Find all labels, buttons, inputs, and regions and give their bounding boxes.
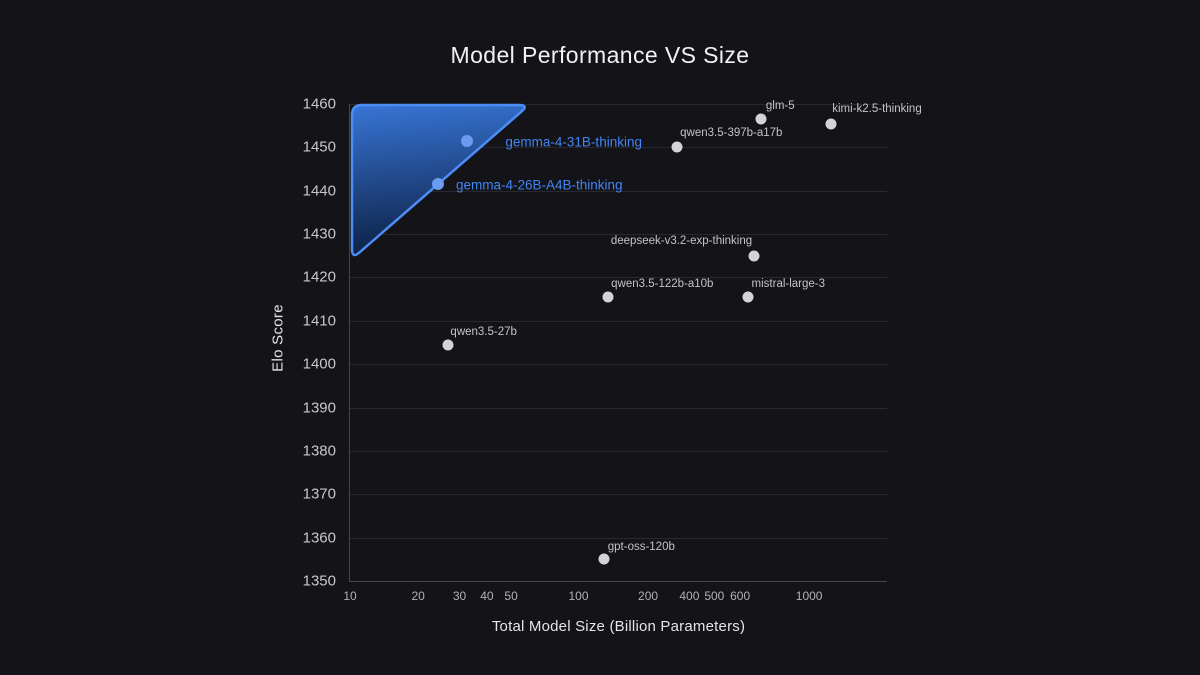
data-point-label-gemma-4-31b-thinking: gemma-4-31B-thinking xyxy=(505,134,642,150)
y-tick-1440: 1440 xyxy=(302,182,336,200)
x-axis-line xyxy=(350,581,887,582)
gridline-1370 xyxy=(350,494,887,496)
data-point-label-mistral-large-3: mistral-large-3 xyxy=(751,277,826,290)
x-tick-200: 200 xyxy=(638,589,659,603)
data-point-label-qwen3-5-397b-a17b: qwen3.5-397b-a17b xyxy=(680,127,783,140)
y-tick-1460: 1460 xyxy=(302,95,336,113)
y-axis-title: Elo Score xyxy=(269,304,287,372)
data-point-gpt-oss-120b[interactable] xyxy=(598,553,610,565)
gridline-1360 xyxy=(350,537,887,539)
x-tick-1000: 1000 xyxy=(795,589,823,603)
data-point-kimi-k2-5-thinking[interactable] xyxy=(825,118,837,129)
y-tick-1380: 1380 xyxy=(302,442,336,460)
data-point-label-kimi-k2-5-thinking: kimi-k2.5-thinking xyxy=(832,102,922,115)
data-point-mistral-large-3[interactable] xyxy=(742,291,754,303)
y-tick-1430: 1430 xyxy=(302,225,336,243)
y-tick-1420: 1420 xyxy=(302,268,336,286)
data-point-qwen3-5-27b[interactable] xyxy=(442,339,454,351)
y-tick-1390: 1390 xyxy=(302,399,336,417)
y-tick-1400: 1400 xyxy=(302,355,336,373)
gridline-1390 xyxy=(350,407,887,409)
data-point-label-gemma-4-26b-a4b-thinking: gemma-4-26B-A4B-thinking xyxy=(455,177,623,193)
x-tick-500: 500 xyxy=(704,589,725,603)
gridline-1410 xyxy=(350,320,887,322)
y-tick-1360: 1360 xyxy=(302,529,336,547)
gridline-1430 xyxy=(350,234,887,236)
pareto-region-triangle xyxy=(350,103,526,257)
y-axis-line xyxy=(349,104,350,582)
data-point-gemma-4-31b-thinking[interactable] xyxy=(460,134,473,147)
data-point-gemma-4-26b-a4b-thinking[interactable] xyxy=(432,178,445,191)
data-point-label-qwen3-5-122b-a10b: qwen3.5-122b-a10b xyxy=(611,277,714,290)
x-tick-50: 50 xyxy=(504,589,518,603)
x-tick-30: 30 xyxy=(452,589,467,603)
x-axis-title: Total Model Size (Billion Parameters) xyxy=(491,618,746,635)
x-tick-40: 40 xyxy=(480,589,494,603)
x-tick-400: 400 xyxy=(679,589,700,603)
data-point-label-gpt-oss-120b: gpt-oss-120b xyxy=(607,541,675,554)
chart-title: Model Performance VS Size xyxy=(450,42,750,68)
y-tick-1450: 1450 xyxy=(302,138,336,156)
plot-area: gemma-4-31B-thinking gemma-4-26B-A4B-thin… xyxy=(350,100,922,581)
y-tick-1370: 1370 xyxy=(302,485,336,503)
x-tick-100: 100 xyxy=(568,589,589,603)
x-tick-600: 600 xyxy=(730,589,751,603)
data-point-label-deepseek-v3-2-exp-thinking: deepseek-v3.2-exp-thinking xyxy=(610,234,753,247)
gridline-1400 xyxy=(350,364,887,366)
gridline-1460 xyxy=(350,104,887,105)
data-point-deepseek-v3-2-exp-thinking[interactable] xyxy=(748,250,759,262)
data-point-qwen3-5-122b-a10b[interactable] xyxy=(602,291,614,303)
data-point-qwen3-5-397b-a17b[interactable] xyxy=(671,141,683,153)
gridline-1450 xyxy=(350,147,887,149)
x-tick-20: 20 xyxy=(411,589,425,603)
data-point-glm-5[interactable] xyxy=(755,113,767,125)
y-tick-1350: 1350 xyxy=(302,572,336,590)
data-point-label-qwen3-5-27b: qwen3.5-27b xyxy=(450,325,517,338)
data-point-label-glm-5: glm-5 xyxy=(765,100,795,113)
gridline-1380 xyxy=(350,450,887,452)
gridline-1420 xyxy=(350,277,887,279)
x-tick-10: 10 xyxy=(343,589,357,603)
y-tick-1410: 1410 xyxy=(302,312,336,330)
gridline-1440 xyxy=(350,190,887,192)
